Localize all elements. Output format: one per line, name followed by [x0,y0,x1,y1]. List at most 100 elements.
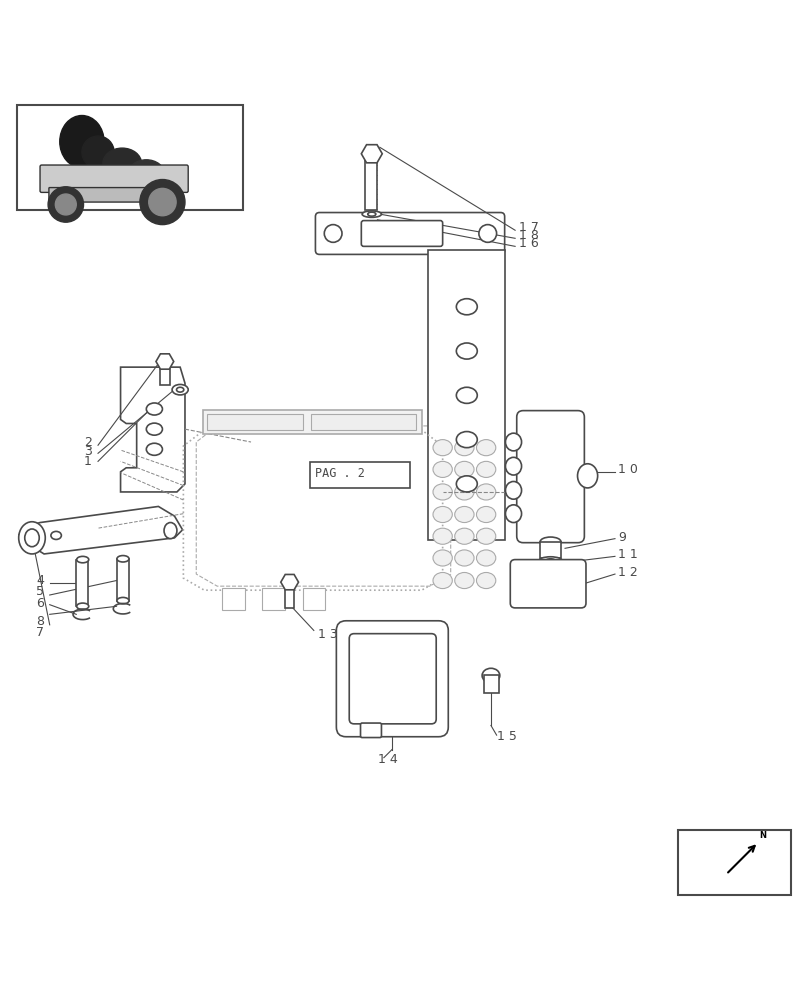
Text: 1 3: 1 3 [318,628,338,641]
Ellipse shape [477,550,496,566]
Bar [18,105,243,210]
Ellipse shape [146,423,162,435]
Ellipse shape [477,528,496,544]
Bar [678,830,790,895]
Bar [365,155,377,210]
Ellipse shape [477,572,496,589]
Ellipse shape [538,557,562,566]
Text: 7: 7 [36,626,44,639]
Ellipse shape [51,531,61,539]
Bar [203,410,422,434]
Text: 1 7: 1 7 [520,221,539,234]
Ellipse shape [164,523,177,539]
Ellipse shape [455,572,474,589]
Ellipse shape [433,484,452,500]
Ellipse shape [146,170,179,194]
Ellipse shape [433,461,452,477]
Bar [540,542,561,558]
Ellipse shape [433,572,452,589]
Ellipse shape [176,387,183,392]
Ellipse shape [477,461,496,477]
Ellipse shape [455,484,474,500]
Bar [285,582,294,608]
Ellipse shape [506,457,521,475]
Bar [76,560,88,606]
Polygon shape [156,354,174,369]
Ellipse shape [457,387,478,403]
Polygon shape [281,574,298,590]
Ellipse shape [433,440,452,456]
Ellipse shape [455,461,474,477]
Ellipse shape [362,211,381,217]
Text: 1 1: 1 1 [618,548,638,561]
Ellipse shape [455,550,474,566]
Ellipse shape [172,384,188,395]
Ellipse shape [482,668,500,683]
Ellipse shape [433,528,452,544]
Ellipse shape [77,603,89,610]
FancyBboxPatch shape [360,723,381,738]
FancyBboxPatch shape [517,411,584,543]
Bar [222,588,245,610]
Bar [207,414,303,430]
Ellipse shape [477,484,496,500]
Polygon shape [361,145,382,163]
Text: 9: 9 [618,531,626,544]
Ellipse shape [506,481,521,499]
FancyBboxPatch shape [309,462,410,488]
Bar [302,588,325,610]
Ellipse shape [457,476,478,492]
Ellipse shape [506,433,521,451]
Ellipse shape [146,443,162,455]
FancyBboxPatch shape [315,213,505,254]
Ellipse shape [117,556,129,562]
FancyBboxPatch shape [40,165,188,192]
Ellipse shape [477,506,496,523]
Text: PAG . 2: PAG . 2 [314,467,364,480]
Ellipse shape [455,440,474,456]
Ellipse shape [433,550,452,566]
Ellipse shape [103,148,141,179]
Circle shape [149,188,176,216]
Text: 1 0: 1 0 [618,463,638,476]
Ellipse shape [368,212,376,216]
Text: 4: 4 [36,574,44,587]
Ellipse shape [82,136,114,168]
Bar [116,559,128,601]
Circle shape [48,187,83,222]
Text: 1 6: 1 6 [520,237,539,250]
Text: 1 5: 1 5 [497,730,516,743]
Ellipse shape [77,556,89,563]
Ellipse shape [477,440,496,456]
Bar [311,414,416,430]
Ellipse shape [146,403,162,415]
Text: N: N [759,831,766,840]
Ellipse shape [506,505,521,523]
Text: 1 4: 1 4 [378,753,398,766]
Polygon shape [428,250,505,540]
Ellipse shape [455,506,474,523]
Ellipse shape [19,522,45,554]
Ellipse shape [455,528,474,544]
Text: 1 2: 1 2 [618,566,638,579]
Ellipse shape [545,559,556,564]
Polygon shape [120,367,185,492]
Ellipse shape [457,343,478,359]
Text: 3: 3 [84,445,91,458]
Ellipse shape [578,464,598,488]
Ellipse shape [457,432,478,448]
Ellipse shape [117,597,129,604]
Ellipse shape [60,116,104,168]
FancyBboxPatch shape [49,188,179,202]
Ellipse shape [540,537,561,547]
Bar [160,364,170,385]
Text: 6: 6 [36,597,44,610]
Ellipse shape [25,529,40,547]
Text: 5: 5 [36,585,44,598]
Text: 2: 2 [84,436,91,449]
FancyBboxPatch shape [511,560,586,608]
Circle shape [55,194,76,215]
Bar [484,675,499,693]
Text: 1 8: 1 8 [520,229,539,242]
Ellipse shape [457,299,478,315]
